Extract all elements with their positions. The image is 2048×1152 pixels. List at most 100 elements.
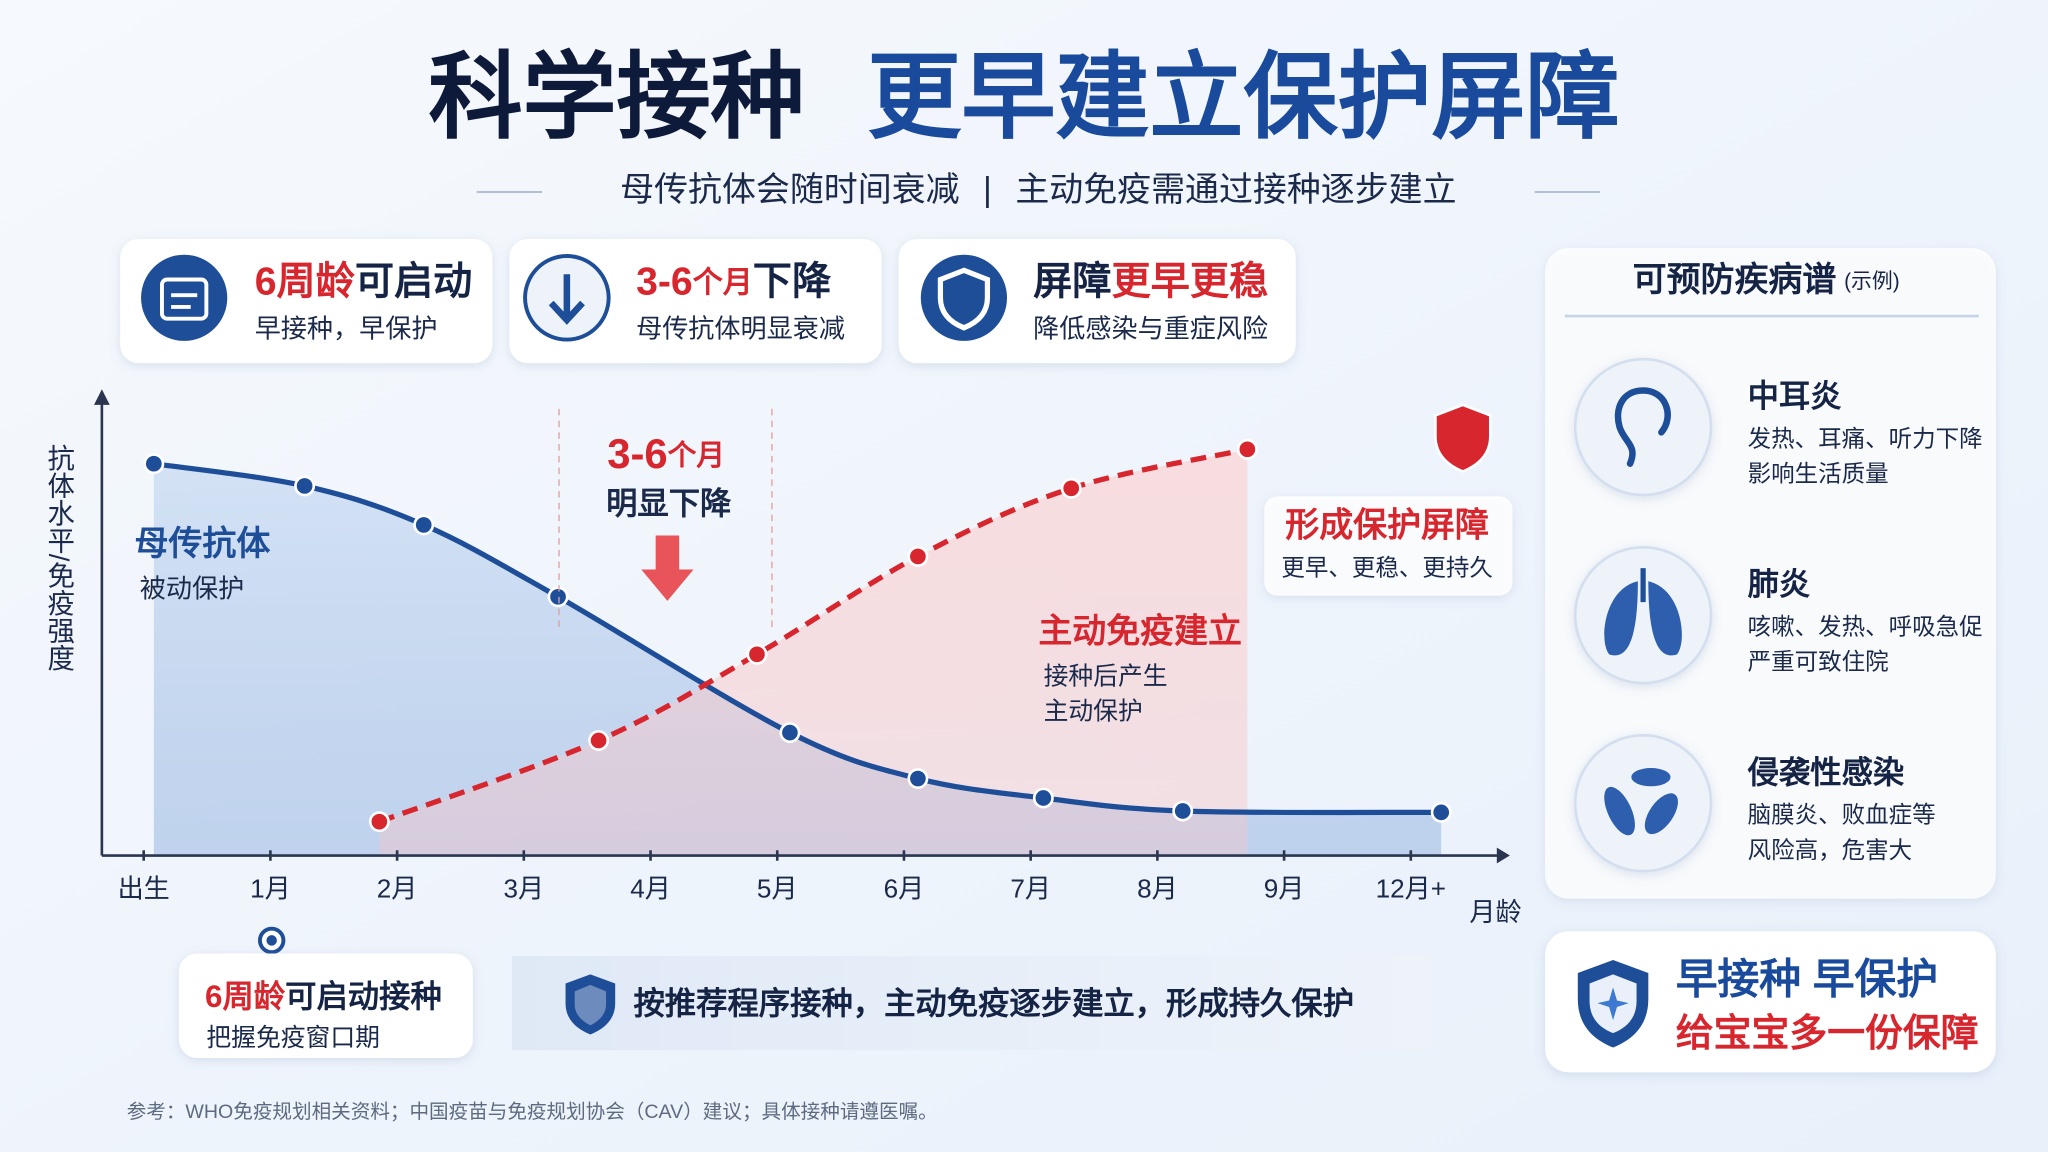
card: 3-6个月下降 母传抗体明显衰减 bbox=[509, 239, 882, 364]
card-title-part: 6周龄 bbox=[255, 261, 356, 304]
subtitle: 母传抗体会随时间衰减 | 主动免疫需通过接种逐步建立 bbox=[620, 171, 1456, 209]
series-sub: 接种后产生 bbox=[1044, 662, 1168, 690]
area bbox=[379, 449, 1248, 856]
disease-icon-part bbox=[1614, 387, 1671, 467]
point bbox=[907, 545, 929, 567]
callout-line1: 早接种 早保护 bbox=[1676, 955, 1938, 1002]
barrier-sub: 更早、更稳、更持久 bbox=[1281, 555, 1493, 581]
card-sub: 母传抗体明显衰减 bbox=[636, 313, 845, 343]
chart bbox=[143, 438, 1452, 856]
banner-text: 按推荐程序接种，主动免疫逐步建立，形成持久保护 bbox=[633, 985, 1354, 1021]
shield-icon bbox=[574, 984, 607, 1026]
timeline-sub: 把握免疫窗口期 bbox=[206, 1024, 380, 1052]
point bbox=[907, 768, 929, 789]
card-sub: 早接种，早保护 bbox=[255, 313, 438, 343]
series-sub: 主动保护 bbox=[1044, 698, 1143, 726]
point bbox=[1172, 800, 1194, 822]
disease-desc: 风险高，危害大 bbox=[1748, 837, 1913, 863]
card-title-part: 下降 bbox=[753, 261, 832, 304]
card-title-part: 3-6 bbox=[636, 261, 693, 304]
point bbox=[588, 730, 610, 751]
panel-title-text: 可预防疾病谱 bbox=[1633, 261, 1837, 299]
window-text: 明显下降 bbox=[606, 486, 732, 521]
card-bg bbox=[509, 239, 882, 364]
disease-name: 肺炎 bbox=[1748, 567, 1811, 602]
down-arrow bbox=[641, 535, 694, 601]
window-num: 3-6 bbox=[607, 430, 667, 477]
point bbox=[1060, 477, 1082, 499]
disease-icon bbox=[1604, 768, 1678, 836]
banner bbox=[512, 956, 1431, 1051]
card: 6周龄可启动 早接种，早保护 bbox=[120, 239, 493, 364]
timeline-highlight: 6周龄 bbox=[205, 979, 286, 1014]
card-title-part: 个月 bbox=[693, 267, 753, 300]
barrier-title: 形成保护屏障 bbox=[1285, 507, 1489, 545]
x-tick-label: 8月 bbox=[1137, 874, 1178, 904]
point bbox=[779, 722, 801, 744]
subtitle-part: 主动免疫需通过接种逐步建立 bbox=[1015, 171, 1456, 209]
x-tick-label: 12月+ bbox=[1376, 874, 1446, 904]
card-title: 屏障更早更稳 bbox=[1033, 261, 1268, 304]
disease-name: 侵袭性感染 bbox=[1747, 755, 1905, 790]
x-tick-label: 2月 bbox=[377, 874, 418, 904]
point bbox=[547, 586, 569, 608]
title-part: 科学接种 bbox=[428, 44, 804, 149]
shield-icon bbox=[565, 974, 616, 1035]
series-sub: 被动保护 bbox=[140, 573, 244, 603]
card-title: 3-6个月下降 bbox=[636, 261, 832, 304]
card-title-part: 屏障 bbox=[1033, 261, 1111, 304]
disease-icon-bg bbox=[1573, 545, 1713, 685]
disease-icon-bg bbox=[1573, 734, 1713, 873]
axis-arrow bbox=[1496, 847, 1510, 864]
x-tick-label: 6月 bbox=[884, 874, 925, 904]
footer: 参考：WHO免疫规划相关资料；中国疫苗与免疫规划协会（CAV）建议；具体接种请遵… bbox=[127, 1101, 938, 1123]
point bbox=[368, 811, 390, 833]
window-title: 3-6个月 bbox=[607, 430, 725, 477]
point bbox=[143, 453, 165, 475]
disease-icon-part bbox=[1604, 581, 1682, 656]
disease-icon-part bbox=[1644, 793, 1678, 835]
x-tick-label: 3月 bbox=[504, 874, 545, 904]
panel-note: (示例) bbox=[1844, 270, 1900, 293]
series-label: 主动免疫建立 bbox=[1038, 612, 1242, 650]
x-tick-label: 1月 bbox=[250, 874, 291, 904]
timeline-rest: 可启动接种 bbox=[285, 979, 442, 1014]
subtitle-sep: | bbox=[983, 171, 992, 209]
callout-line2: 给宝宝多一份保障 bbox=[1676, 1013, 1979, 1055]
disease-desc: 发热、耳痛、听力下降 bbox=[1748, 425, 1983, 451]
timeline-title: 6周龄可启动接种 bbox=[205, 979, 442, 1014]
card-title: 6周龄可启动 bbox=[255, 261, 473, 304]
window-unit: 个月 bbox=[668, 439, 725, 472]
point bbox=[413, 514, 435, 536]
icon bbox=[937, 267, 991, 331]
x-tick-label: 5月 bbox=[757, 874, 798, 904]
disease-desc: 脑膜炎、败血症等 bbox=[1748, 802, 1936, 828]
series-label: 母传抗体 bbox=[135, 524, 271, 563]
point bbox=[746, 643, 768, 665]
disease-icon bbox=[1614, 387, 1671, 467]
x-axis-label: 月龄 bbox=[1469, 897, 1521, 927]
y-axis-label: 抗体水平/免疫强度 bbox=[43, 444, 75, 671]
disease-desc: 严重可致住院 bbox=[1748, 649, 1889, 675]
callout bbox=[1545, 931, 1996, 1073]
point bbox=[1236, 438, 1258, 460]
disease-icon-part bbox=[1631, 768, 1671, 787]
barrier-box bbox=[1264, 496, 1513, 596]
point bbox=[1430, 801, 1452, 823]
card-bg bbox=[898, 239, 1296, 364]
star-icon bbox=[1597, 987, 1629, 1021]
card-title-part: 更早更稳 bbox=[1112, 261, 1269, 304]
title: 科学接种 更早建立保护屏障 bbox=[428, 44, 1619, 149]
shield-icon bbox=[1434, 403, 1492, 473]
title-part: 更早建立保护屏障 bbox=[867, 44, 1619, 149]
point bbox=[1032, 787, 1054, 809]
area bbox=[153, 463, 1442, 856]
axis-arrow bbox=[94, 389, 110, 405]
panel-title: 可预防疾病谱 (示例) bbox=[1633, 261, 1900, 299]
subtitle-part: 母传抗体会随时间衰减 bbox=[620, 171, 959, 209]
card: 屏障更早更稳 降低感染与重症风险 bbox=[898, 239, 1296, 364]
icon bbox=[141, 254, 228, 341]
timeline-dot bbox=[266, 935, 277, 946]
